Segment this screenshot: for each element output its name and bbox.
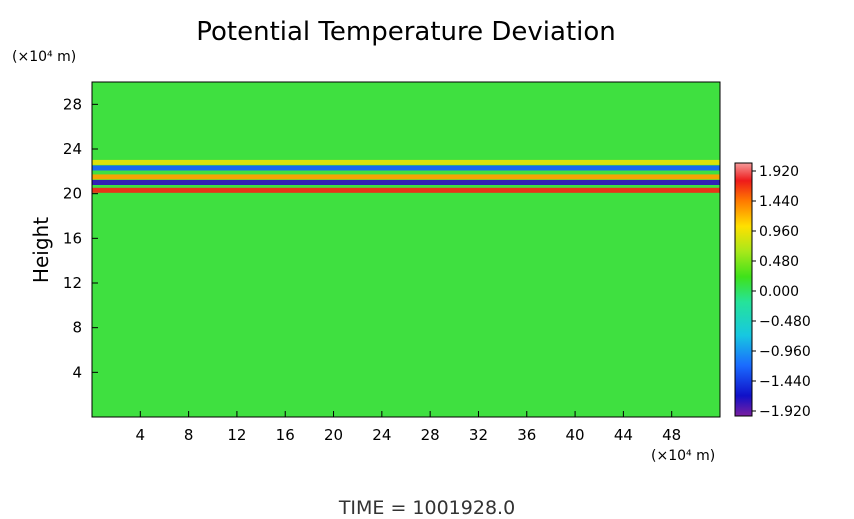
y-tick-label: 28 <box>63 95 82 113</box>
x-axis: 4 8 12 16 20 24 28 32 36 40 44 48 <box>136 411 681 444</box>
colorbar-tick-label: −0.960 <box>759 344 811 360</box>
x-tick-label: 32 <box>469 426 488 444</box>
chart-title: Potential Temperature Deviation <box>196 17 616 47</box>
colorbar <box>734 162 753 417</box>
x-unit-label: (×10⁴ m) <box>651 448 715 464</box>
y-tick-label: 4 <box>72 363 82 381</box>
y-tick-label: 24 <box>63 140 82 158</box>
band-3 <box>92 165 720 171</box>
colorbar-tick-label: −0.480 <box>759 314 811 330</box>
y-tick-label: 8 <box>72 319 82 337</box>
plot-frame <box>91 81 721 418</box>
x-tick-label: 8 <box>184 426 194 444</box>
x-tick-label: 4 <box>136 426 146 444</box>
colorbar-tick-label: 1.440 <box>759 194 799 210</box>
time-footer: TIME = 1001928.0 <box>338 497 515 519</box>
band-0 <box>92 187 720 193</box>
y-tick-label: 20 <box>63 185 82 203</box>
x-tick-label: 16 <box>276 426 295 444</box>
y-tick-label: 12 <box>63 274 82 292</box>
colorbar-tick-label: 0.000 <box>759 284 799 300</box>
colorbar-tick-label: 0.480 <box>759 254 799 270</box>
x-tick-label: 36 <box>517 426 536 444</box>
band-2 <box>92 174 720 180</box>
colorbar-tick-label: 1.920 <box>759 164 799 180</box>
plot-area <box>92 82 720 417</box>
x-tick-label: 44 <box>614 426 633 444</box>
y-tick-label: 16 <box>63 229 82 247</box>
y-unit-label: (×10⁴ m) <box>12 49 76 65</box>
x-tick-label: 28 <box>421 426 440 444</box>
colorbar-tick-label: −1.440 <box>759 374 811 390</box>
band-4 <box>92 159 720 165</box>
y-axis-label: Height <box>29 217 53 283</box>
colorbar-tick-label: 0.960 <box>759 224 799 240</box>
x-tick-label: 40 <box>566 426 585 444</box>
band-1 <box>92 180 720 185</box>
x-tick-label: 12 <box>227 426 246 444</box>
x-tick-label: 24 <box>372 426 391 444</box>
colorbar-ticks: 1.920 1.440 0.960 0.480 0.000 −0.480 −0.960 −1.… <box>752 164 811 420</box>
x-tick-label: 20 <box>324 426 343 444</box>
heatmap-features <box>92 159 720 193</box>
colorbar-tick-label: −1.920 <box>759 404 811 420</box>
y-axis: 4 8 12 16 20 24 28 <box>63 95 98 381</box>
x-tick-label: 48 <box>662 426 681 444</box>
